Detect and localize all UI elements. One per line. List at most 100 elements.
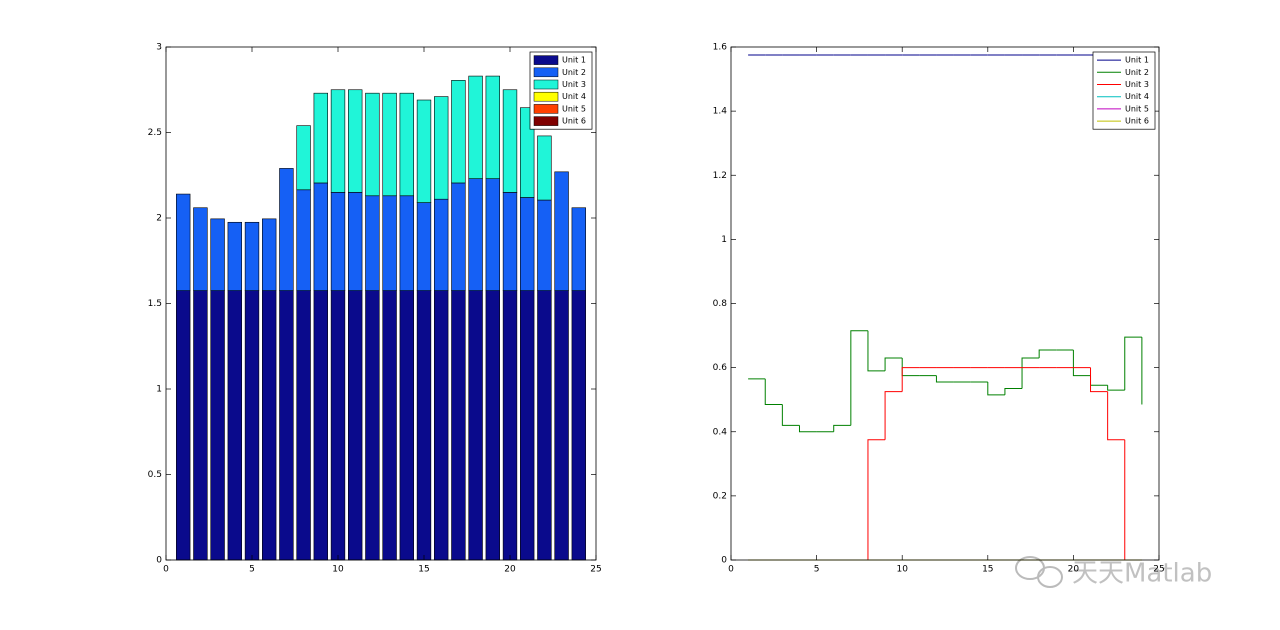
y-tick-label: 3 [156, 43, 162, 53]
step [1004, 387, 1023, 395]
bar-segment [313, 92, 328, 184]
bar-segment [434, 198, 449, 291]
x-tick-label: 0 [728, 565, 734, 575]
step [935, 375, 954, 383]
bar-segment [502, 290, 518, 561]
bar-segment [348, 290, 363, 561]
bar-segment [468, 290, 483, 561]
y-tick-label: 0.4 [713, 427, 728, 437]
x-tick-label: 20 [1068, 565, 1080, 575]
bar-segment [399, 92, 414, 197]
step [901, 367, 920, 392]
y-tick-label: 2 [156, 214, 162, 224]
legend-box [1092, 51, 1156, 130]
bar-segment [365, 92, 380, 197]
bar-segment [571, 290, 586, 561]
bar-segment [520, 197, 535, 291]
bar-segment [399, 290, 414, 561]
step [1124, 336, 1142, 391]
y-tick-label: 2.5 [148, 128, 162, 138]
legend-label: Unit 3 [1125, 80, 1149, 89]
bar-segment [554, 290, 569, 561]
bar-segment [296, 290, 311, 561]
y-tick-label: 1.6 [713, 43, 728, 53]
y-tick-label: 0 [156, 556, 162, 566]
legend-swatch [533, 104, 559, 114]
x-tick-label: 5 [249, 565, 255, 575]
bar-segment [330, 192, 346, 291]
bar-segment [313, 182, 328, 291]
watermark: 天天Matlab [1072, 559, 1212, 589]
bar-segment [451, 290, 466, 561]
bar-segment [537, 199, 552, 291]
y-tick-label: 1 [721, 235, 727, 245]
bar-segment [365, 195, 380, 291]
step [850, 330, 868, 426]
bar-segment [382, 195, 397, 291]
bar-segment [262, 290, 277, 561]
step [867, 330, 886, 372]
bar-segment [244, 221, 260, 291]
y-tick-label: 0.6 [713, 363, 728, 373]
bar-segment [176, 193, 191, 291]
step [781, 404, 800, 426]
bar-segment [330, 290, 346, 561]
legend-swatch [533, 55, 559, 65]
bar-segment [468, 75, 483, 179]
x-tick-label: 25 [1153, 565, 1164, 575]
legend-swatch [533, 91, 559, 102]
x-tick-label: 20 [504, 565, 516, 575]
bar-segment [434, 290, 449, 561]
bar-segment [434, 96, 449, 200]
bar-segment [296, 125, 311, 191]
step [867, 439, 886, 560]
step [1107, 391, 1125, 441]
step [884, 357, 903, 371]
legend-label: Unit 5 [562, 104, 586, 113]
bar-segment [296, 189, 311, 291]
legend-label: Unit 1 [562, 56, 586, 65]
y-tick-label: 0.8 [713, 299, 728, 309]
step [833, 424, 851, 432]
step [987, 382, 1005, 396]
legend-label: Unit 6 [1125, 117, 1149, 126]
bar-segment [262, 218, 277, 291]
bar-segment [382, 290, 397, 561]
y-tick-label: 1.4 [713, 107, 728, 117]
bar-segment [571, 207, 586, 291]
bar-segment [176, 290, 191, 561]
bar-segment [193, 290, 208, 561]
step [1038, 349, 1057, 359]
bar-segment [244, 290, 260, 561]
bar-segment [210, 290, 225, 561]
bar-segment [485, 290, 500, 561]
bar-segment [537, 135, 552, 201]
legend-swatch [533, 79, 559, 90]
bar-segment [554, 171, 569, 291]
bar-segment [382, 92, 397, 197]
bar-segment [416, 290, 432, 561]
bar-segment [399, 195, 414, 291]
step [1072, 349, 1091, 377]
bar-segment [520, 290, 535, 561]
legend-label: Unit 6 [562, 117, 586, 126]
legend-label: Unit 4 [1125, 92, 1149, 101]
bar-segment [210, 218, 225, 291]
legend-swatch [533, 116, 559, 126]
bar-segment [227, 290, 242, 561]
bar-segment [502, 89, 518, 193]
step [1107, 385, 1125, 391]
bar-segment [502, 192, 518, 291]
x-tick-label: 10 [332, 565, 344, 575]
step [798, 425, 817, 433]
bar-segment [193, 207, 208, 291]
legend-label: Unit 5 [1125, 104, 1149, 113]
y-tick-label: 0.5 [148, 470, 162, 480]
bar-segment [537, 290, 552, 561]
step [1021, 357, 1040, 389]
step [1090, 367, 1108, 393]
x-tick-label: 10 [896, 565, 908, 575]
bar-segment [313, 290, 328, 561]
legend-label: Unit 4 [562, 92, 586, 101]
